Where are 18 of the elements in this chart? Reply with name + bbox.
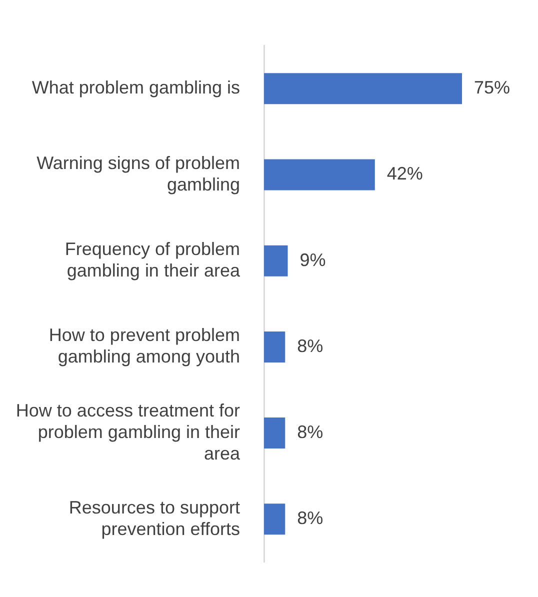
y-tick-label: Frequency of problem gambling in their area — [64, 239, 241, 281]
y-tick-label: What problem gambling is — [32, 78, 240, 98]
bar — [264, 331, 286, 362]
data-label: 9% — [300, 250, 326, 270]
y-tick-label: How to prevent problem gambling among youth — [48, 325, 240, 367]
bar — [264, 73, 462, 104]
y-tick-label: How to access treatment for problem gambling in their area — [16, 400, 241, 464]
bar — [264, 159, 375, 190]
data-label: 75% — [474, 78, 510, 98]
bar — [264, 418, 286, 449]
data-label: 8% — [297, 336, 324, 356]
y-tick-label: Resources to support prevention efforts — [68, 497, 240, 539]
data-label: 8% — [297, 422, 324, 442]
data-label: 8% — [297, 508, 324, 528]
y-tick-label: Warning signs of problem gambling — [36, 152, 240, 195]
data-label: 42% — [386, 164, 423, 184]
bar — [264, 504, 286, 535]
bar — [264, 245, 288, 276]
